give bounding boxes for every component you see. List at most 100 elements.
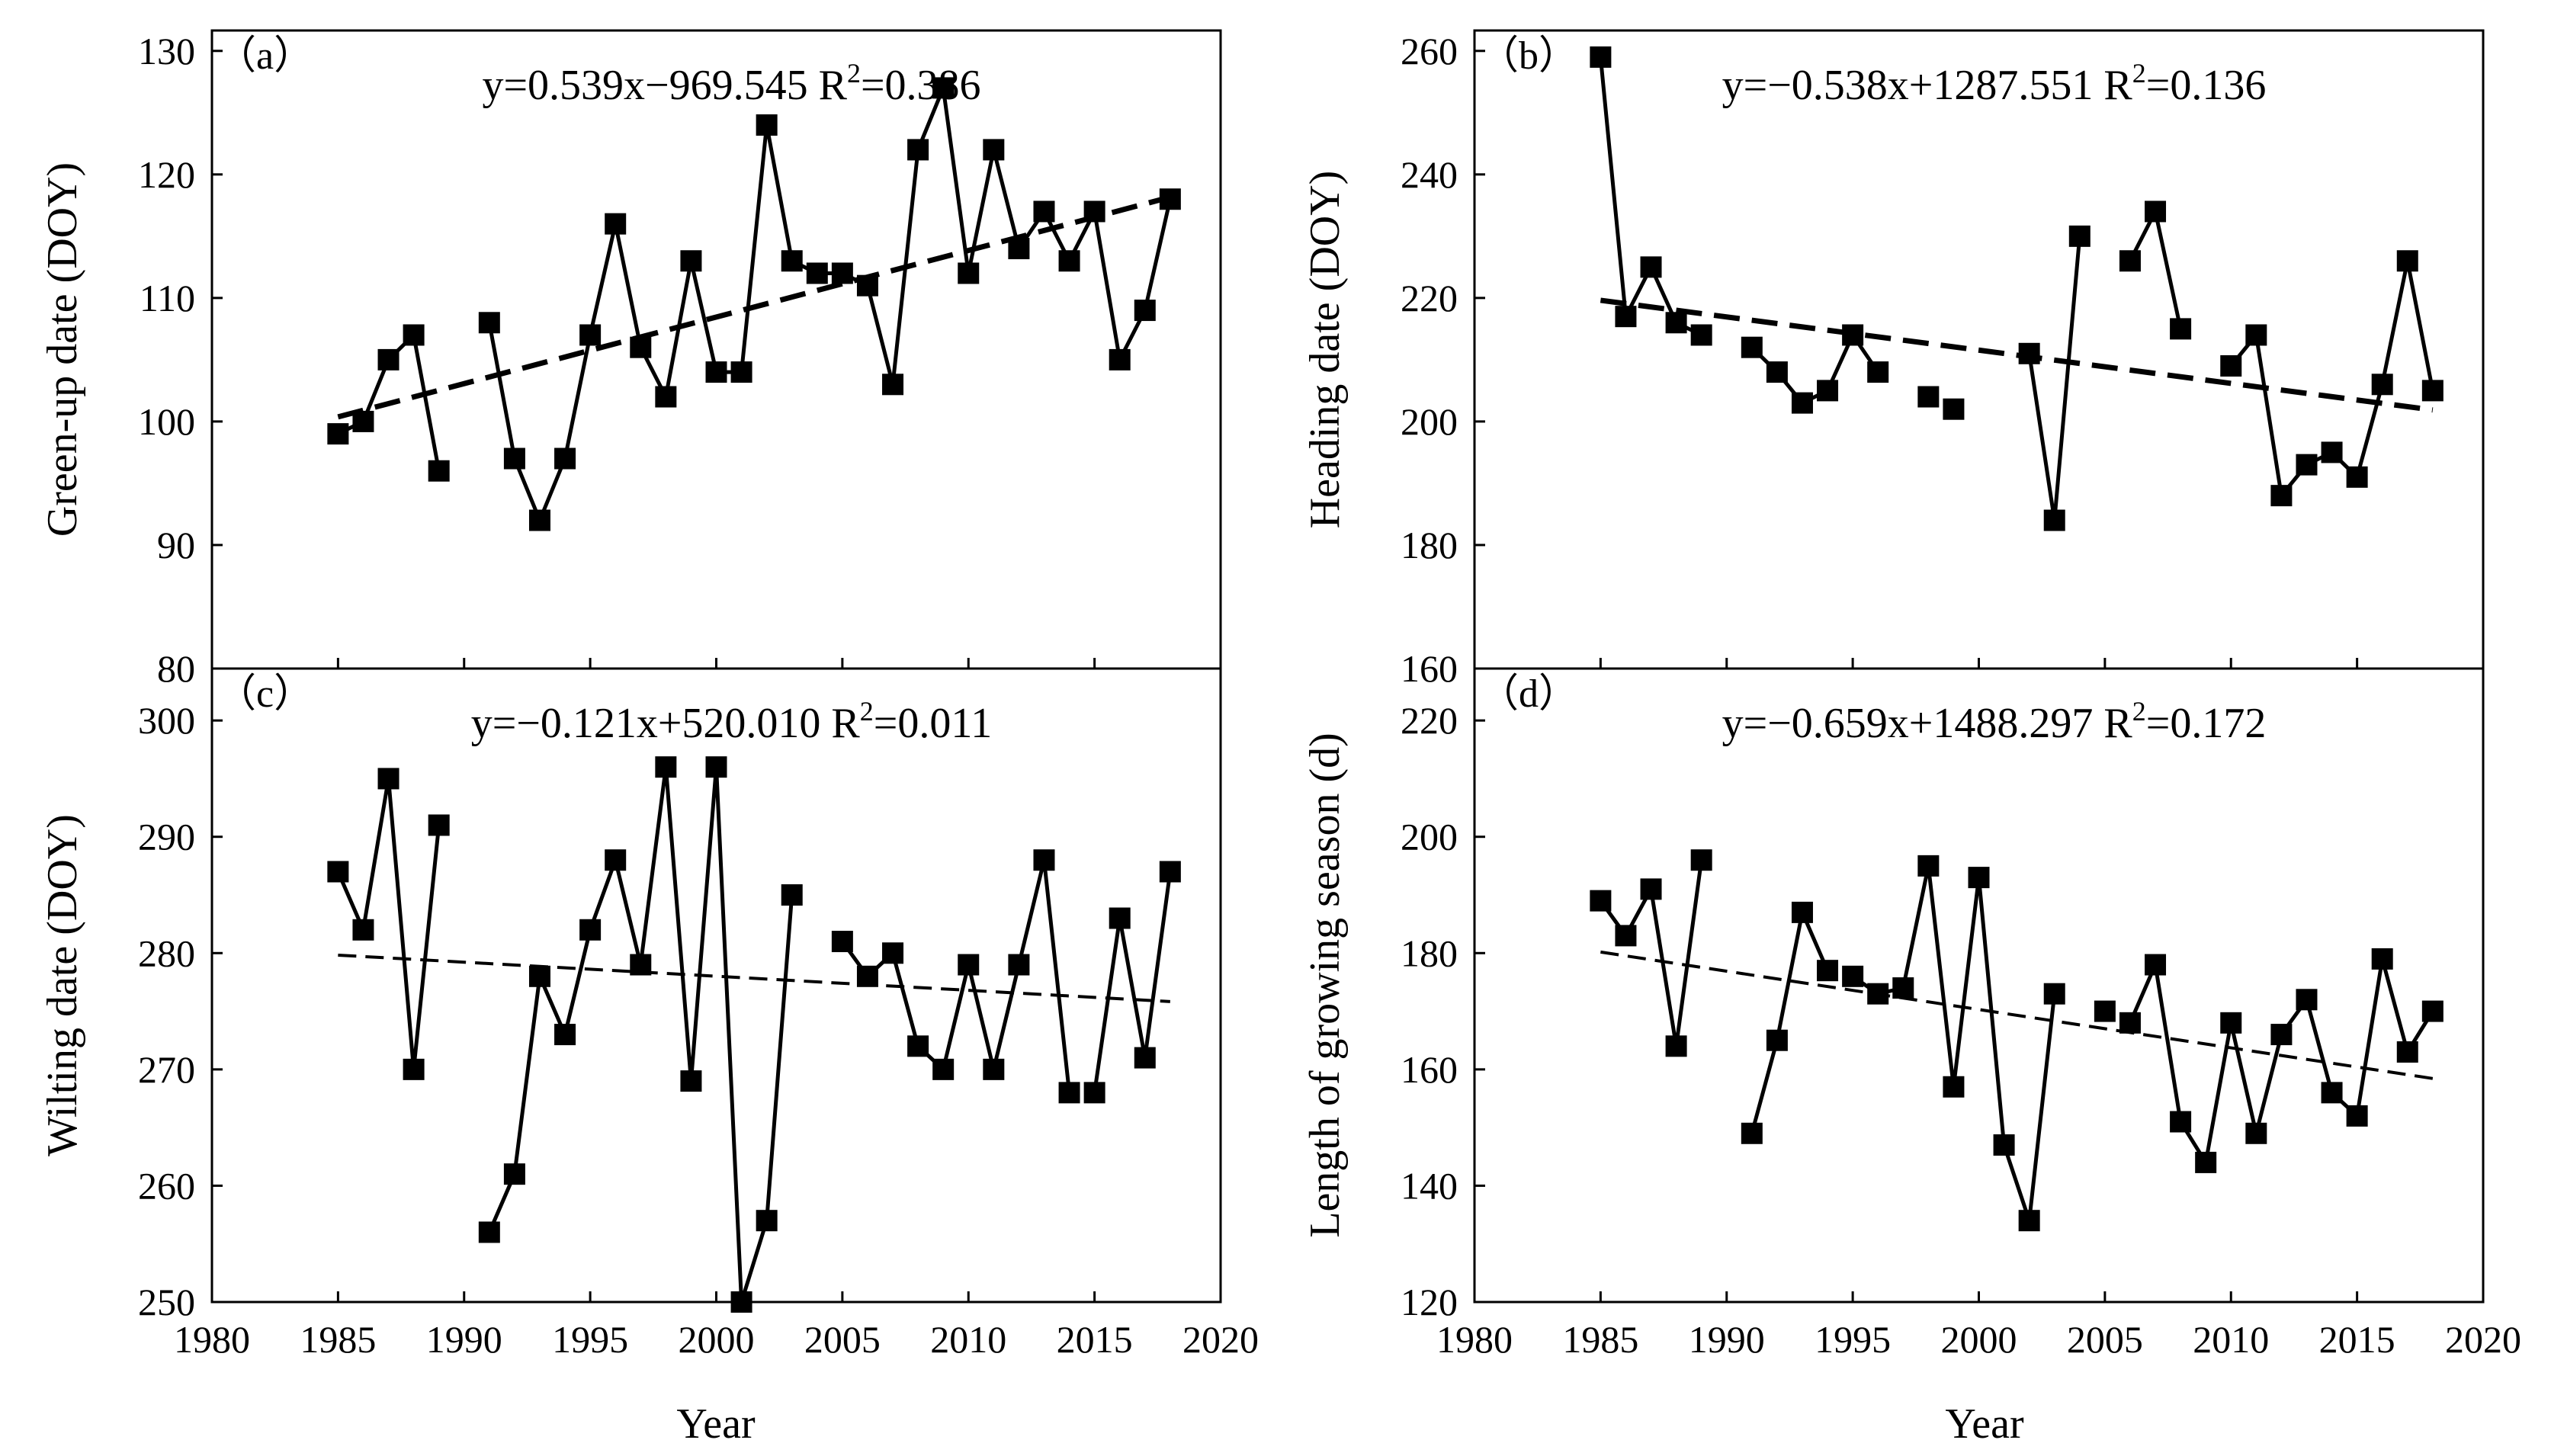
data-point-a-1985 — [327, 423, 349, 445]
data-point-d-2003 — [2043, 983, 2065, 1005]
data-point-b-1993 — [1791, 392, 1813, 414]
x-tick-label-d-7: 2015 — [2319, 1318, 2395, 1361]
data-point-d-2010 — [2220, 1012, 2242, 1034]
trend-line-d — [1600, 950, 2434, 1080]
x-tick-label-c-2: 1990 — [426, 1318, 502, 1361]
data-point-c-2017 — [1134, 1047, 1156, 1069]
data-point-d-2015 — [2346, 1105, 2368, 1127]
y-tick-label-a-0: 80 — [157, 647, 195, 690]
data-point-b-1996 — [1867, 361, 1889, 383]
data-point-c-2008 — [907, 1035, 929, 1057]
data-point-c-1993 — [528, 965, 550, 987]
data-point-a-1992 — [503, 447, 525, 470]
y-tick-label-b-0: 160 — [1401, 647, 1458, 690]
data-point-a-2014 — [1058, 250, 1080, 272]
equation-r2-superscript-d: 2 — [2132, 696, 2146, 726]
regression-equation-c: y=−0.121x+520.010 R2=0.011 — [471, 696, 993, 747]
data-point-a-1996 — [605, 213, 627, 235]
y-tick-label-b-4: 240 — [1401, 153, 1458, 196]
data-point-a-1986 — [352, 410, 374, 432]
data-point-b-2007 — [2145, 200, 2167, 223]
data-point-d-2013 — [2296, 989, 2318, 1011]
data-point-c-2001 — [730, 1291, 752, 1313]
data-point-c-1987 — [377, 768, 399, 790]
x-tick-label-d-6: 2010 — [2193, 1318, 2269, 1361]
data-point-d-2012 — [2270, 1024, 2293, 1046]
regression-equation-b: y=−0.538x+1287.551 R2=0.136 — [1722, 58, 2267, 109]
data-point-a-2001 — [730, 361, 752, 383]
y-axis-label-b: Heading date (DOY) — [1301, 171, 1349, 529]
data-point-c-1986 — [352, 919, 374, 941]
data-point-d-2000 — [1968, 867, 1990, 889]
x-tick-label-c-1: 1985 — [300, 1318, 376, 1361]
panel-tag-b: （b） — [1479, 34, 1578, 78]
y-tick-label-d-1: 140 — [1401, 1164, 1458, 1207]
data-point-d-1987 — [1640, 878, 1662, 900]
data-point-c-1992 — [503, 1163, 525, 1185]
series-line-a-1 — [487, 80, 1173, 526]
y-tick-label-b-3: 220 — [1401, 277, 1458, 319]
data-point-d-1997 — [1892, 977, 1914, 999]
data-point-b-2004 — [2068, 225, 2091, 247]
data-point-b-1999 — [1943, 398, 1965, 420]
equation-r2-value-d: =0.172 — [2146, 700, 2267, 747]
data-point-c-2016 — [1109, 907, 1131, 929]
equation-r2-superscript-a: 2 — [847, 58, 861, 88]
data-point-b-2013 — [2296, 454, 2318, 476]
y-tick-label-d-2: 160 — [1401, 1048, 1458, 1091]
data-point-a-2008 — [907, 139, 929, 161]
y-tick-label-c-4: 290 — [138, 816, 195, 858]
panels-group: 80 90 100 110 120 130 Green-up date (DOY) （a） y=… — [39, 29, 2521, 1361]
equation-r2-value-a: =0.386 — [861, 62, 981, 109]
data-point-a-2009 — [932, 77, 955, 99]
data-point-d-1994 — [1817, 960, 1839, 982]
data-point-d-2008 — [2170, 1111, 2192, 1133]
y-tick-label-b-2: 200 — [1401, 400, 1458, 443]
data-point-a-1999 — [680, 250, 702, 272]
data-point-b-2016 — [2371, 374, 2393, 396]
trend-line-b — [1600, 297, 2434, 413]
data-point-d-1991 — [1741, 1122, 1763, 1144]
x-axis-label-left: Year — [676, 1400, 756, 1448]
y-tick-label-b-5: 260 — [1401, 30, 1458, 72]
data-point-c-2009 — [932, 1058, 955, 1080]
data-point-d-1989 — [1690, 849, 1712, 871]
data-point-c-2011 — [983, 1058, 1005, 1080]
data-point-b-2012 — [2270, 485, 2293, 507]
series-line-c-2 — [840, 859, 1072, 1093]
equation-main-b: y=−0.538x+1287.551 R — [1722, 62, 2133, 109]
data-point-a-2018 — [1159, 188, 1181, 210]
data-point-b-1998 — [1917, 386, 1940, 408]
x-tick-label-c-0: 1980 — [174, 1318, 250, 1361]
data-point-a-2011 — [983, 139, 1005, 161]
data-point-d-1992 — [1766, 1029, 1788, 1051]
data-point-b-2015 — [2346, 466, 2368, 488]
data-point-b-2010 — [2220, 354, 2242, 377]
data-point-b-1988 — [1665, 312, 1687, 334]
data-point-c-1989 — [428, 814, 450, 836]
data-point-a-2013 — [1033, 200, 1055, 223]
data-point-a-1997 — [630, 336, 652, 358]
data-point-a-2003 — [781, 250, 803, 272]
data-point-c-1996 — [605, 849, 627, 871]
equation-r2-superscript-b: 2 — [2132, 58, 2146, 88]
data-point-b-2006 — [2119, 250, 2141, 272]
data-point-c-2005 — [831, 931, 853, 953]
data-point-d-1995 — [1842, 965, 1864, 987]
data-point-d-1985 — [1590, 890, 1612, 912]
data-point-a-1987 — [377, 348, 399, 370]
panel-tag-c: （c） — [217, 672, 313, 716]
data-point-a-2015 — [1083, 200, 1105, 223]
equation-r2-value-c: =0.011 — [874, 700, 993, 747]
data-point-b-1992 — [1766, 361, 1788, 383]
data-point-c-2014 — [1058, 1082, 1080, 1104]
data-point-b-1991 — [1741, 336, 1763, 358]
data-point-a-1991 — [478, 312, 500, 334]
data-point-b-2018 — [2421, 380, 2444, 402]
data-point-a-2006 — [856, 274, 878, 297]
data-point-a-2010 — [958, 262, 980, 284]
data-point-d-1996 — [1867, 983, 1889, 1005]
x-tick-label-d-4: 2000 — [1941, 1318, 2017, 1361]
data-point-d-1999 — [1943, 1076, 1965, 1098]
